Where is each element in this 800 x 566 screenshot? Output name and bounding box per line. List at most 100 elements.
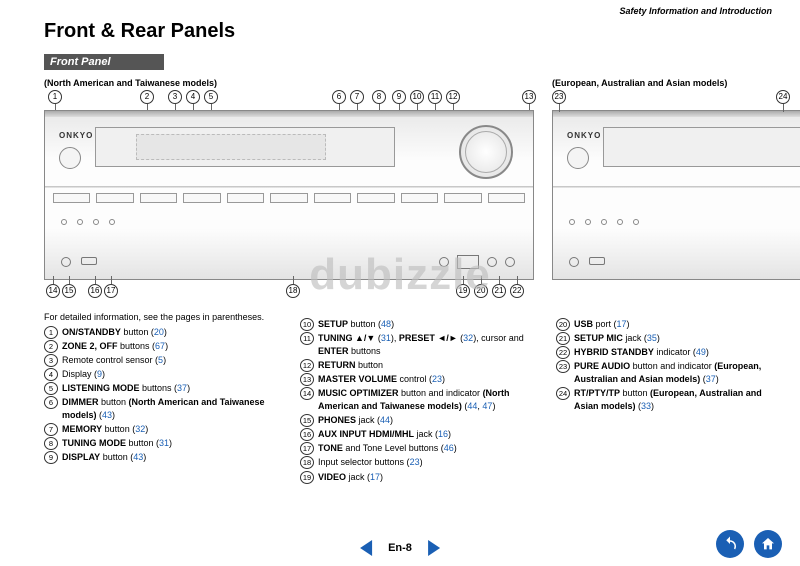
page-title: Front & Rear Panels bbox=[44, 20, 235, 43]
legend-num: 10 bbox=[300, 318, 314, 331]
legend-text: ON/STANDBY button (20) bbox=[62, 326, 274, 339]
callout-14: 14 bbox=[46, 284, 60, 298]
legend-num: 13 bbox=[300, 373, 314, 386]
brand-logo: ONKYO bbox=[567, 131, 601, 140]
legend-text: SETUP MIC jack (35) bbox=[574, 332, 786, 345]
callout-9: 9 bbox=[392, 90, 406, 104]
callout-6: 6 bbox=[332, 90, 346, 104]
legend-item-20: 20 USB port (17) bbox=[556, 318, 786, 331]
legend-num: 9 bbox=[44, 451, 58, 464]
callout-8: 8 bbox=[372, 90, 386, 104]
callout-17: 17 bbox=[104, 284, 118, 298]
footer-nav: En-8 bbox=[0, 530, 800, 560]
legend-text: TUNING MODE button (31) bbox=[62, 437, 274, 450]
legend-column-3: 20 USB port (17)21SETUP MIC jack (35)22 HY… bbox=[556, 318, 786, 414]
legend-num: 17 bbox=[300, 442, 314, 455]
legend-item-13: 13 MASTER VOLUME control (23) bbox=[300, 373, 530, 386]
callout-5: 5 bbox=[204, 90, 218, 104]
legend-text: MUSIC OPTIMIZER button and indicator (No… bbox=[318, 387, 530, 413]
callout-1: 1 bbox=[48, 90, 62, 104]
legend-item-24: 24 RT/PTY/TP button (European, Australian… bbox=[556, 387, 786, 413]
legend-item-8: 8 TUNING MODE button (31) bbox=[44, 437, 274, 450]
legend-item-11: 11 TUNING ▲/▼ (31), PRESET ◄/► (32), curs… bbox=[300, 332, 530, 358]
callout-15: 15 bbox=[62, 284, 76, 298]
legend-num: 8 bbox=[44, 437, 58, 450]
legend-num: 11 bbox=[300, 332, 314, 345]
legend-item-6: 6 DIMMER button (North American and Taiwa… bbox=[44, 396, 274, 422]
legend-text: AUX INPUT HDMI/MHL jack (16) bbox=[318, 428, 530, 441]
callout-11: 11 bbox=[428, 90, 442, 104]
legend-num: 19 bbox=[300, 471, 314, 484]
legend-num: 12 bbox=[300, 359, 314, 372]
device-illustration-na: ONKYO bbox=[44, 110, 534, 280]
legend-item-7: 7 MEMORY button (32) bbox=[44, 423, 274, 436]
legend-text: PURE AUDIO button and indicator (Europea… bbox=[574, 360, 786, 386]
legend-item-16: 16 AUX INPUT HDMI/MHL jack (16) bbox=[300, 428, 530, 441]
callout-10: 10 bbox=[410, 90, 424, 104]
next-page-icon[interactable] bbox=[428, 540, 440, 556]
callout-23: 23 bbox=[552, 90, 566, 104]
legend-item-23: 23 PURE AUDIO button and indicator (Europ… bbox=[556, 360, 786, 386]
legend-text: ZONE 2, OFF buttons (67) bbox=[62, 340, 274, 353]
legend-num: 20 bbox=[556, 318, 570, 331]
header-breadcrumb: Safety Information and Introduction bbox=[620, 6, 773, 16]
legend-column-2: 10SETUP button (48)11 TUNING ▲/▼ (31), PR… bbox=[300, 318, 530, 485]
legend-item-18: 18Input selector buttons (23) bbox=[300, 456, 530, 469]
legend-text: TUNING ▲/▼ (31), PRESET ◄/► (32), cursor… bbox=[318, 332, 530, 358]
legend-text: DISPLAY button (43) bbox=[62, 451, 274, 464]
legend-num: 3 bbox=[44, 354, 58, 367]
callout-4: 4 bbox=[186, 90, 200, 104]
power-button-graphic bbox=[59, 147, 81, 169]
region-label-eu: (European, Australian and Asian models) bbox=[552, 78, 727, 88]
legend-text: USB port (17) bbox=[574, 318, 786, 331]
callout-row-eu-top: 23 24 bbox=[552, 90, 800, 108]
legend-num: 7 bbox=[44, 423, 58, 436]
legend-item-10: 10SETUP button (48) bbox=[300, 318, 530, 331]
back-button[interactable] bbox=[716, 530, 744, 558]
callout-18: 18 bbox=[286, 284, 300, 298]
callout-16: 16 bbox=[88, 284, 102, 298]
legend-text: RETURN button bbox=[318, 359, 530, 372]
callout-13: 13 bbox=[522, 90, 536, 104]
display-graphic bbox=[95, 127, 395, 167]
selector-buttons-graphic bbox=[53, 193, 525, 207]
legend-column-1: 1ON/STANDBY button (20)2 ZONE 2, OFF butt… bbox=[44, 326, 274, 465]
legend-text: HYBRID STANDBY indicator (49) bbox=[574, 346, 786, 359]
legend-item-15: 15PHONES jack (44) bbox=[300, 414, 530, 427]
callout-21: 21 bbox=[492, 284, 506, 298]
callout-19: 19 bbox=[456, 284, 470, 298]
legend-intro: For detailed information, see the pages … bbox=[44, 312, 264, 322]
legend-num: 6 bbox=[44, 396, 58, 409]
legend-text: MASTER VOLUME control (23) bbox=[318, 373, 530, 386]
legend-item-9: 9 DISPLAY button (43) bbox=[44, 451, 274, 464]
legend-text: VIDEO jack (17) bbox=[318, 471, 530, 484]
legend-num: 4 bbox=[44, 368, 58, 381]
region-label-na: (North American and Taiwanese models) bbox=[44, 78, 217, 88]
pager: En-8 bbox=[360, 540, 440, 556]
legend-num: 24 bbox=[556, 387, 570, 400]
legend-text: RT/PTY/TP button (European, Australian a… bbox=[574, 387, 786, 413]
legend-text: Remote control sensor (5) bbox=[62, 354, 274, 367]
legend-num: 2 bbox=[44, 340, 58, 353]
callout-24: 24 bbox=[776, 90, 790, 104]
callout-20: 20 bbox=[474, 284, 488, 298]
legend-num: 5 bbox=[44, 382, 58, 395]
callout-row-top: 12345678910111213 bbox=[44, 90, 564, 108]
callout-12: 12 bbox=[446, 90, 460, 104]
legend-item-17: 17 TONE and Tone Level buttons (46) bbox=[300, 442, 530, 455]
legend-num: 22 bbox=[556, 346, 570, 359]
legend-item-22: 22 HYBRID STANDBY indicator (49) bbox=[556, 346, 786, 359]
legend-item-21: 21SETUP MIC jack (35) bbox=[556, 332, 786, 345]
home-button[interactable] bbox=[754, 530, 782, 558]
section-label: Front Panel bbox=[44, 54, 164, 70]
legend-num: 23 bbox=[556, 360, 570, 373]
page-number: En-8 bbox=[388, 542, 412, 554]
legend-num: 16 bbox=[300, 428, 314, 441]
legend-item-1: 1ON/STANDBY button (20) bbox=[44, 326, 274, 339]
legend-text: DIMMER button (North American and Taiwan… bbox=[62, 396, 274, 422]
legend-text: TONE and Tone Level buttons (46) bbox=[318, 442, 530, 455]
legend-num: 15 bbox=[300, 414, 314, 427]
legend-text: MEMORY button (32) bbox=[62, 423, 274, 436]
power-button-graphic bbox=[567, 147, 589, 169]
prev-page-icon[interactable] bbox=[360, 540, 372, 556]
